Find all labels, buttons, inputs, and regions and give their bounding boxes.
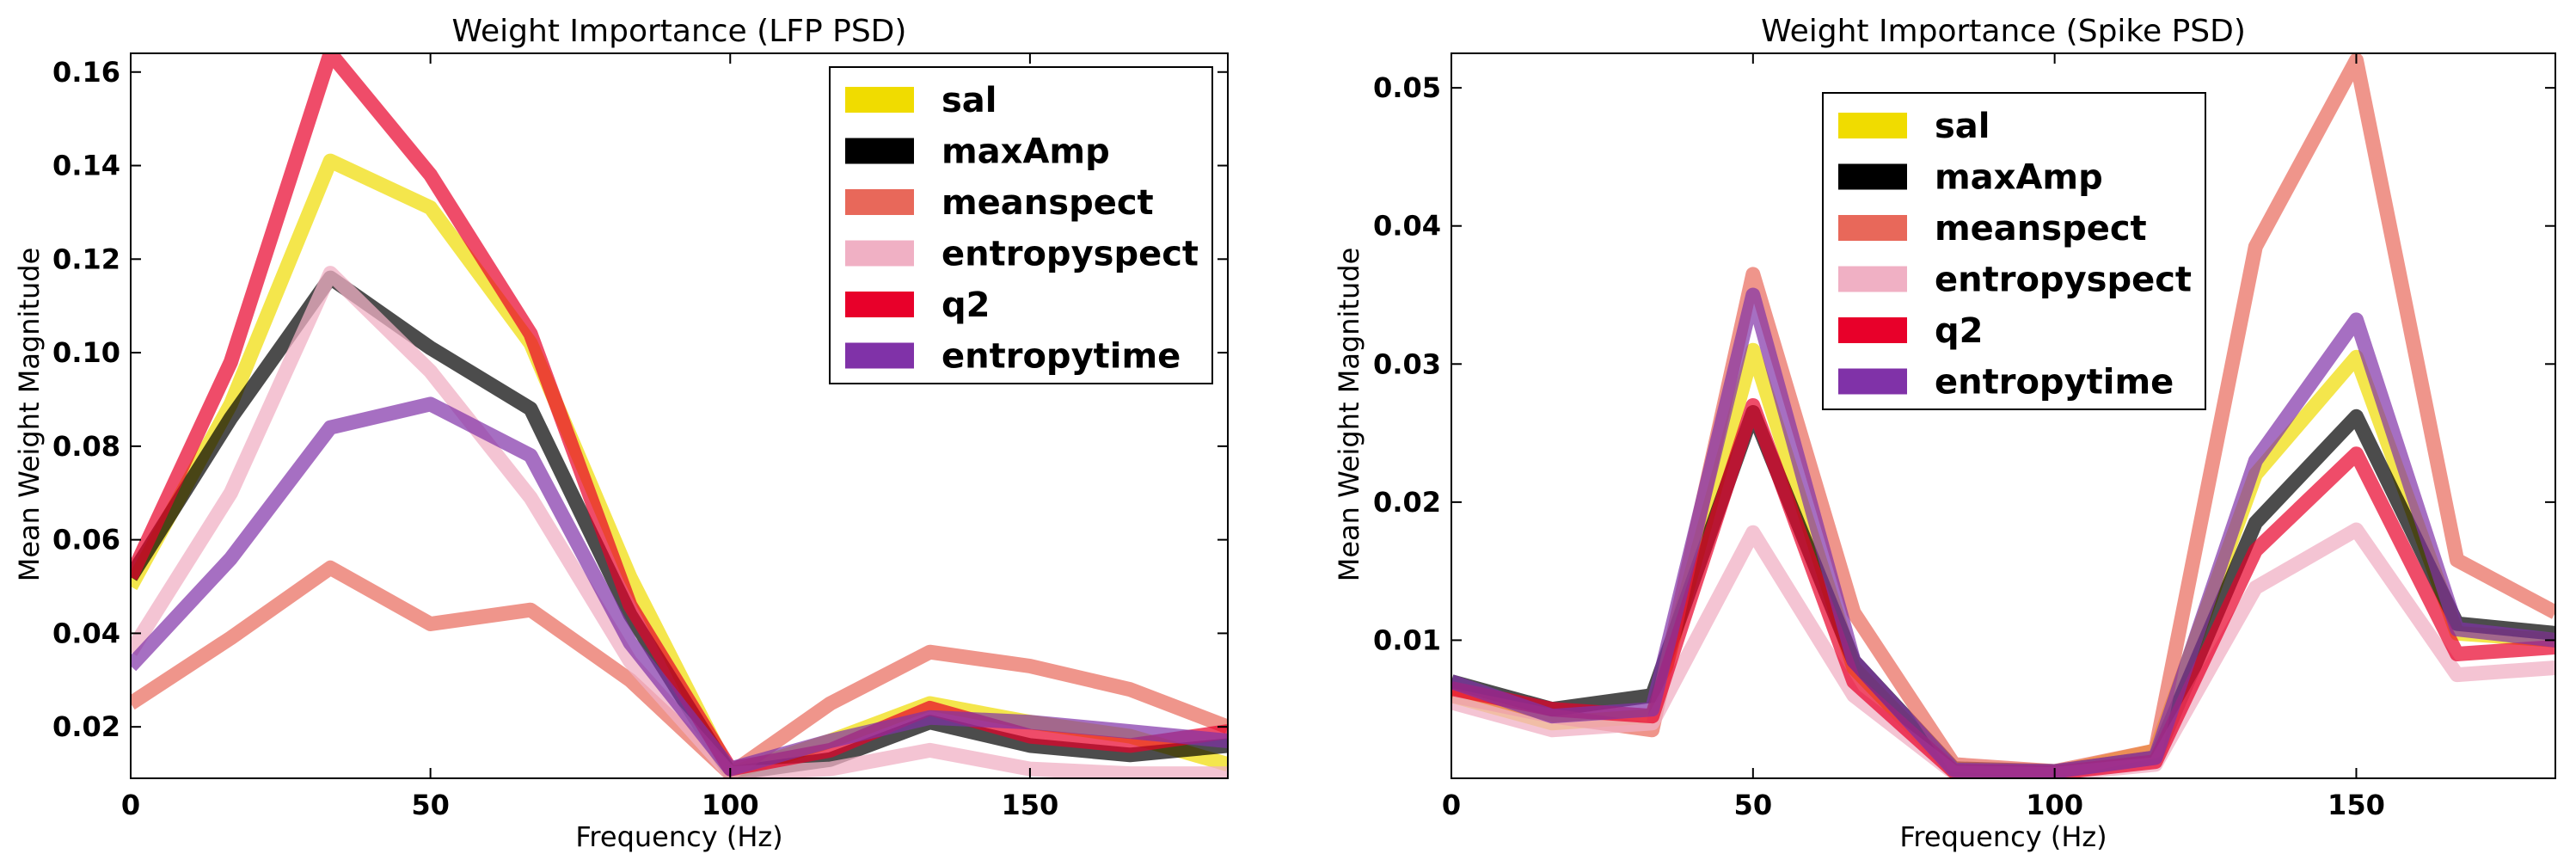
legend-label-entropyspect: entropyspect	[1935, 261, 2192, 300]
axes-frame	[130, 52, 1229, 779]
legend-swatch-sal	[1838, 113, 1907, 138]
axes-frame	[1451, 52, 2556, 779]
series-line-entropytime	[131, 396, 1228, 777]
x-tick-label: 100	[702, 789, 759, 821]
x-tick-label: 0	[121, 789, 140, 821]
y-tick-label: 0.02	[1373, 486, 1441, 519]
legend-label-entropyspect: entropyspect	[941, 235, 1199, 274]
legend-label-entropytime: entropytime	[1935, 363, 2174, 402]
legend-swatch-entropytime	[845, 342, 914, 369]
x-tick-label: 0	[1442, 789, 1461, 821]
legend: sal maxAmp meanspect entropyspect q2 entropyt…	[1822, 92, 2206, 410]
legend-box	[829, 66, 1213, 384]
legend-label-maxAmp: maxAmp	[1935, 158, 2103, 198]
legend-label-meanspect: meanspect	[1935, 209, 2147, 249]
legend-swatch-entropyspect	[845, 240, 914, 267]
x-tick-label: 50	[1734, 789, 1773, 821]
y-tick-label: 0.03	[1373, 347, 1441, 380]
legend-label-sal: sal	[941, 81, 997, 120]
chart-title: Weight Importance (Spike PSD)	[1761, 14, 2246, 49]
y-tick-label: 0.02	[52, 710, 120, 743]
plot-area: 0 50 100 150 0.01 0.02 0.03 0.04 0.05 sal maxAmp me…	[1373, 52, 2556, 821]
legend-swatch-maxAmp	[845, 138, 914, 164]
legend-label-maxAmp: maxAmp	[941, 132, 1110, 172]
x-tick-label: 150	[1002, 789, 1059, 821]
series-line-entropytime	[1451, 287, 2555, 778]
legend-label-q2: q2	[941, 286, 990, 325]
series-lines	[1451, 53, 2555, 778]
y-tick-label: 0.16	[52, 56, 120, 89]
y-tick-label: 0.08	[52, 430, 120, 463]
y-tick-label: 0.04	[52, 617, 120, 649]
plot-area: 0 50 100 150 0.02 0.04 0.06 0.08 0.10 0.12 0.14 0.1…	[52, 52, 1229, 821]
x-tick-label: 150	[2328, 789, 2385, 821]
series-line-q2	[131, 53, 1228, 777]
y-tick-label: 0.05	[1373, 71, 1441, 104]
legend-swatch-q2	[845, 292, 914, 317]
x-axis-label: Frequency (Hz)	[575, 820, 782, 853]
y-tick-label: 0.06	[52, 524, 120, 556]
spike-psd-chart: Weight Importance (Spike PSD) Frequency …	[1333, 14, 2556, 853]
x-tick-label: 50	[411, 789, 450, 821]
legend-box	[1822, 92, 2206, 410]
y-tick-label: 0.10	[52, 336, 120, 369]
legend-swatch-meanspect	[1838, 215, 1907, 241]
x-axis-label: Frequency (Hz)	[1899, 820, 2107, 853]
y-tick-label: 0.12	[52, 243, 120, 275]
chart-title: Weight Importance (LFP PSD)	[452, 14, 907, 49]
legend-label-entropytime: entropytime	[941, 337, 1181, 377]
y-tick-label: 0.14	[52, 150, 120, 182]
legend-label-meanspect: meanspect	[941, 183, 1154, 223]
legend-swatch-sal	[845, 87, 914, 113]
lfp-psd-chart: Weight Importance (LFP PSD) Frequency (H…	[13, 14, 1229, 853]
legend: sal maxAmp meanspect entropyspect q2 entropyt…	[829, 66, 1213, 384]
legend-swatch-meanspect	[845, 189, 914, 215]
y-axis-label: Mean Weight Magnitude	[13, 248, 46, 582]
legend-label-q2: q2	[1935, 311, 1983, 351]
x-tick-label: 100	[2026, 789, 2083, 821]
legend-label-sal: sal	[1935, 107, 1990, 146]
legend-swatch-entropyspect	[1838, 266, 1907, 292]
legend-swatch-q2	[1838, 317, 1907, 343]
legend-swatch-maxAmp	[1838, 163, 1907, 190]
y-tick-label: 0.01	[1373, 624, 1441, 656]
y-axis-label: Mean Weight Magnitude	[1333, 248, 1365, 582]
legend-swatch-entropytime	[1838, 368, 1907, 395]
series-lines	[131, 53, 1228, 778]
y-tick-label: 0.04	[1373, 210, 1441, 243]
